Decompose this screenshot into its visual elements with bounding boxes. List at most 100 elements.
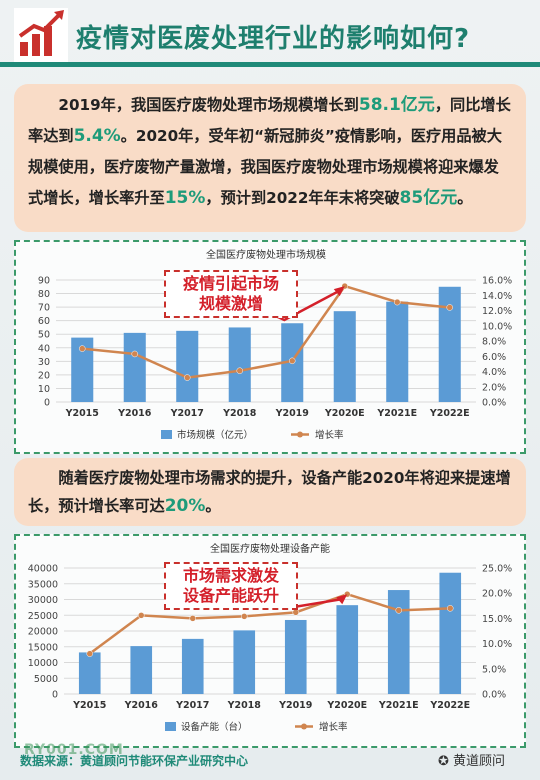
- page-header: 疫情对医废处理行业的影响如何?: [0, 0, 540, 72]
- bar: [78, 652, 101, 694]
- y-right-tick-label: 16.0%: [482, 276, 512, 287]
- y-left-tick-label: 25000: [28, 611, 58, 622]
- x-tick-label: Y2019: [275, 408, 309, 419]
- line-point: [184, 374, 191, 381]
- capacity-highlight-rate: 20%: [164, 496, 206, 516]
- y-left-tick-label: 30000: [28, 595, 58, 606]
- bar: [123, 332, 146, 402]
- x-tick-label: Y2020E: [324, 408, 365, 419]
- chart1-callout-line: 规模激增: [198, 294, 263, 313]
- line-point: [292, 609, 299, 616]
- y-left-tick-label: 10: [38, 384, 50, 395]
- y-right-tick-label: 15.0%: [482, 614, 512, 625]
- y-right-tick-label: 20.0%: [482, 589, 512, 600]
- page-title: 疫情对医废处理行业的影响如何?: [76, 24, 471, 54]
- intro-text-part: 。: [457, 189, 473, 207]
- x-tick-label: Y2017: [175, 700, 209, 711]
- bar: [130, 646, 153, 694]
- bar: [233, 630, 256, 694]
- line-point: [447, 605, 454, 612]
- y-left-tick-label: 60: [38, 316, 50, 327]
- y-left-tick-label: 20000: [28, 627, 58, 638]
- intro-highlight-rate-2019: 5.4%: [73, 126, 121, 146]
- line-point: [138, 612, 145, 619]
- callout-arrow-head: [336, 594, 348, 605]
- wechat-icon: ✪: [438, 754, 454, 769]
- x-tick-label: Y2022E: [429, 408, 470, 419]
- bar: [333, 311, 356, 402]
- y-left-tick-label: 50: [38, 330, 50, 341]
- data-source: 数据来源：黄道顾问节能环保产业研究中心: [20, 754, 249, 768]
- x-tick-label: Y2021E: [378, 700, 419, 711]
- market-size-chart: 全国医疗废物处理市场规模 0 10 20 30 40 50 60 70 80 90 0.0% 2.0% 4…: [38, 248, 512, 441]
- capacity-text-part: 。: [205, 497, 221, 515]
- bar: [71, 337, 94, 402]
- y-left-tick-label: 15000: [28, 642, 58, 653]
- intro-text: 2019年，我国医疗废物处理市场规模增长到58.1亿元，同比增长率达到5.4%。…: [14, 84, 526, 214]
- bar: [228, 327, 251, 402]
- line-point: [446, 304, 453, 311]
- chart-title: 全国医疗废物处理市场规模: [206, 248, 326, 261]
- intro-text-part: 。2020年，受年初“新冠肺炎”疫情影响，医疗用品被大规模使用，医疗废物产量激增…: [28, 127, 502, 207]
- x-tick-label: Y2018: [222, 408, 257, 419]
- chart1-callout: 疫情引起市场 规模激增: [164, 270, 298, 318]
- legend-bar-swatch: [161, 430, 172, 439]
- y-left-tick-label: 70: [38, 303, 50, 314]
- intro-highlight-size-2019: 58.1亿元: [358, 95, 435, 115]
- chart2-callout-line: 设备产能跃升: [182, 586, 279, 605]
- intro-panel: 2019年，我国医疗废物处理市场规模增长到58.1亿元，同比增长率达到5.4%。…: [14, 84, 526, 232]
- y-left-tick-label: 80: [38, 289, 50, 300]
- legend-line-label: 增长率: [315, 429, 344, 441]
- y-right-tick-label: 12.0%: [482, 306, 512, 317]
- capacity-chart-panel: 全国医疗废物处理设备产能 0 5000 10000 15000 20000 25000 300…: [14, 534, 526, 748]
- x-tick-label: Y2015: [65, 408, 99, 419]
- chart2-callout: 市场需求激发 设备产能跃升: [164, 562, 298, 610]
- header-divider: [0, 62, 540, 67]
- chart2-callout-line: 市场需求激发: [182, 566, 279, 585]
- y-left-tick-label: 35000: [28, 579, 58, 590]
- y-left-tick-label: 40000: [28, 564, 58, 575]
- x-tick-label: Y2016: [124, 700, 159, 711]
- bar: [176, 330, 199, 402]
- brand-name: 黄道顾问: [453, 754, 506, 769]
- line-point: [79, 345, 86, 352]
- bar: [386, 301, 409, 402]
- bar: [439, 572, 462, 694]
- y-left-tick-label: 0: [44, 398, 50, 409]
- y-right-tick-label: 10.0%: [482, 321, 512, 332]
- legend-line-marker: [301, 723, 307, 730]
- x-tick-label: Y2021E: [376, 408, 417, 419]
- intro-highlight-rate-2020: 15%: [164, 188, 206, 208]
- bar: [181, 638, 204, 694]
- legend-line-marker: [297, 431, 303, 438]
- bar: [387, 590, 410, 694]
- y-right-tick-label: 2.0%: [482, 382, 506, 393]
- y-right-tick-label: 6.0%: [482, 352, 506, 363]
- intro-text-part: ，预计到2022年年末将突破: [205, 189, 400, 207]
- y-left-tick-label: 40: [38, 343, 50, 354]
- y-left-tick-label: 0: [52, 690, 58, 701]
- x-tick-label: Y2020E: [326, 700, 367, 711]
- y-right-tick-label: 25.0%: [482, 564, 512, 575]
- line-point: [189, 615, 196, 622]
- line-point: [289, 357, 296, 365]
- x-tick-label: Y2017: [170, 408, 204, 419]
- line-point: [394, 298, 401, 306]
- x-tick-label: Y2015: [72, 700, 106, 711]
- y-right-tick-label: 4.0%: [482, 367, 506, 378]
- line-point: [395, 607, 402, 614]
- capacity-text-part: 随着医疗废物处理市场需求的提升，设备产能2020年将迎来提速增长，预计增长率可达: [28, 469, 511, 515]
- y-right-tick-label: 14.0%: [482, 291, 512, 302]
- y-left-tick-label: 5000: [34, 674, 58, 685]
- legend-bar-label: 市场规模（亿元）: [177, 429, 253, 441]
- y-right-tick-label: 5.0%: [482, 664, 506, 675]
- callout-arrow-head: [333, 286, 345, 297]
- growth-rate-line: [82, 284, 450, 379]
- legend-line-label: 增长率: [319, 721, 348, 733]
- y-right-tick-label: 0.0%: [482, 398, 506, 409]
- y-right-tick-label: 0.0%: [482, 690, 506, 701]
- intro-text-part: 2019年，我国医疗废物处理市场规模增长到: [58, 96, 359, 114]
- legend-bar-swatch: [165, 722, 176, 731]
- chart-title: 全国医疗废物处理设备产能: [210, 542, 330, 555]
- x-tick-label: Y2022E: [429, 700, 470, 711]
